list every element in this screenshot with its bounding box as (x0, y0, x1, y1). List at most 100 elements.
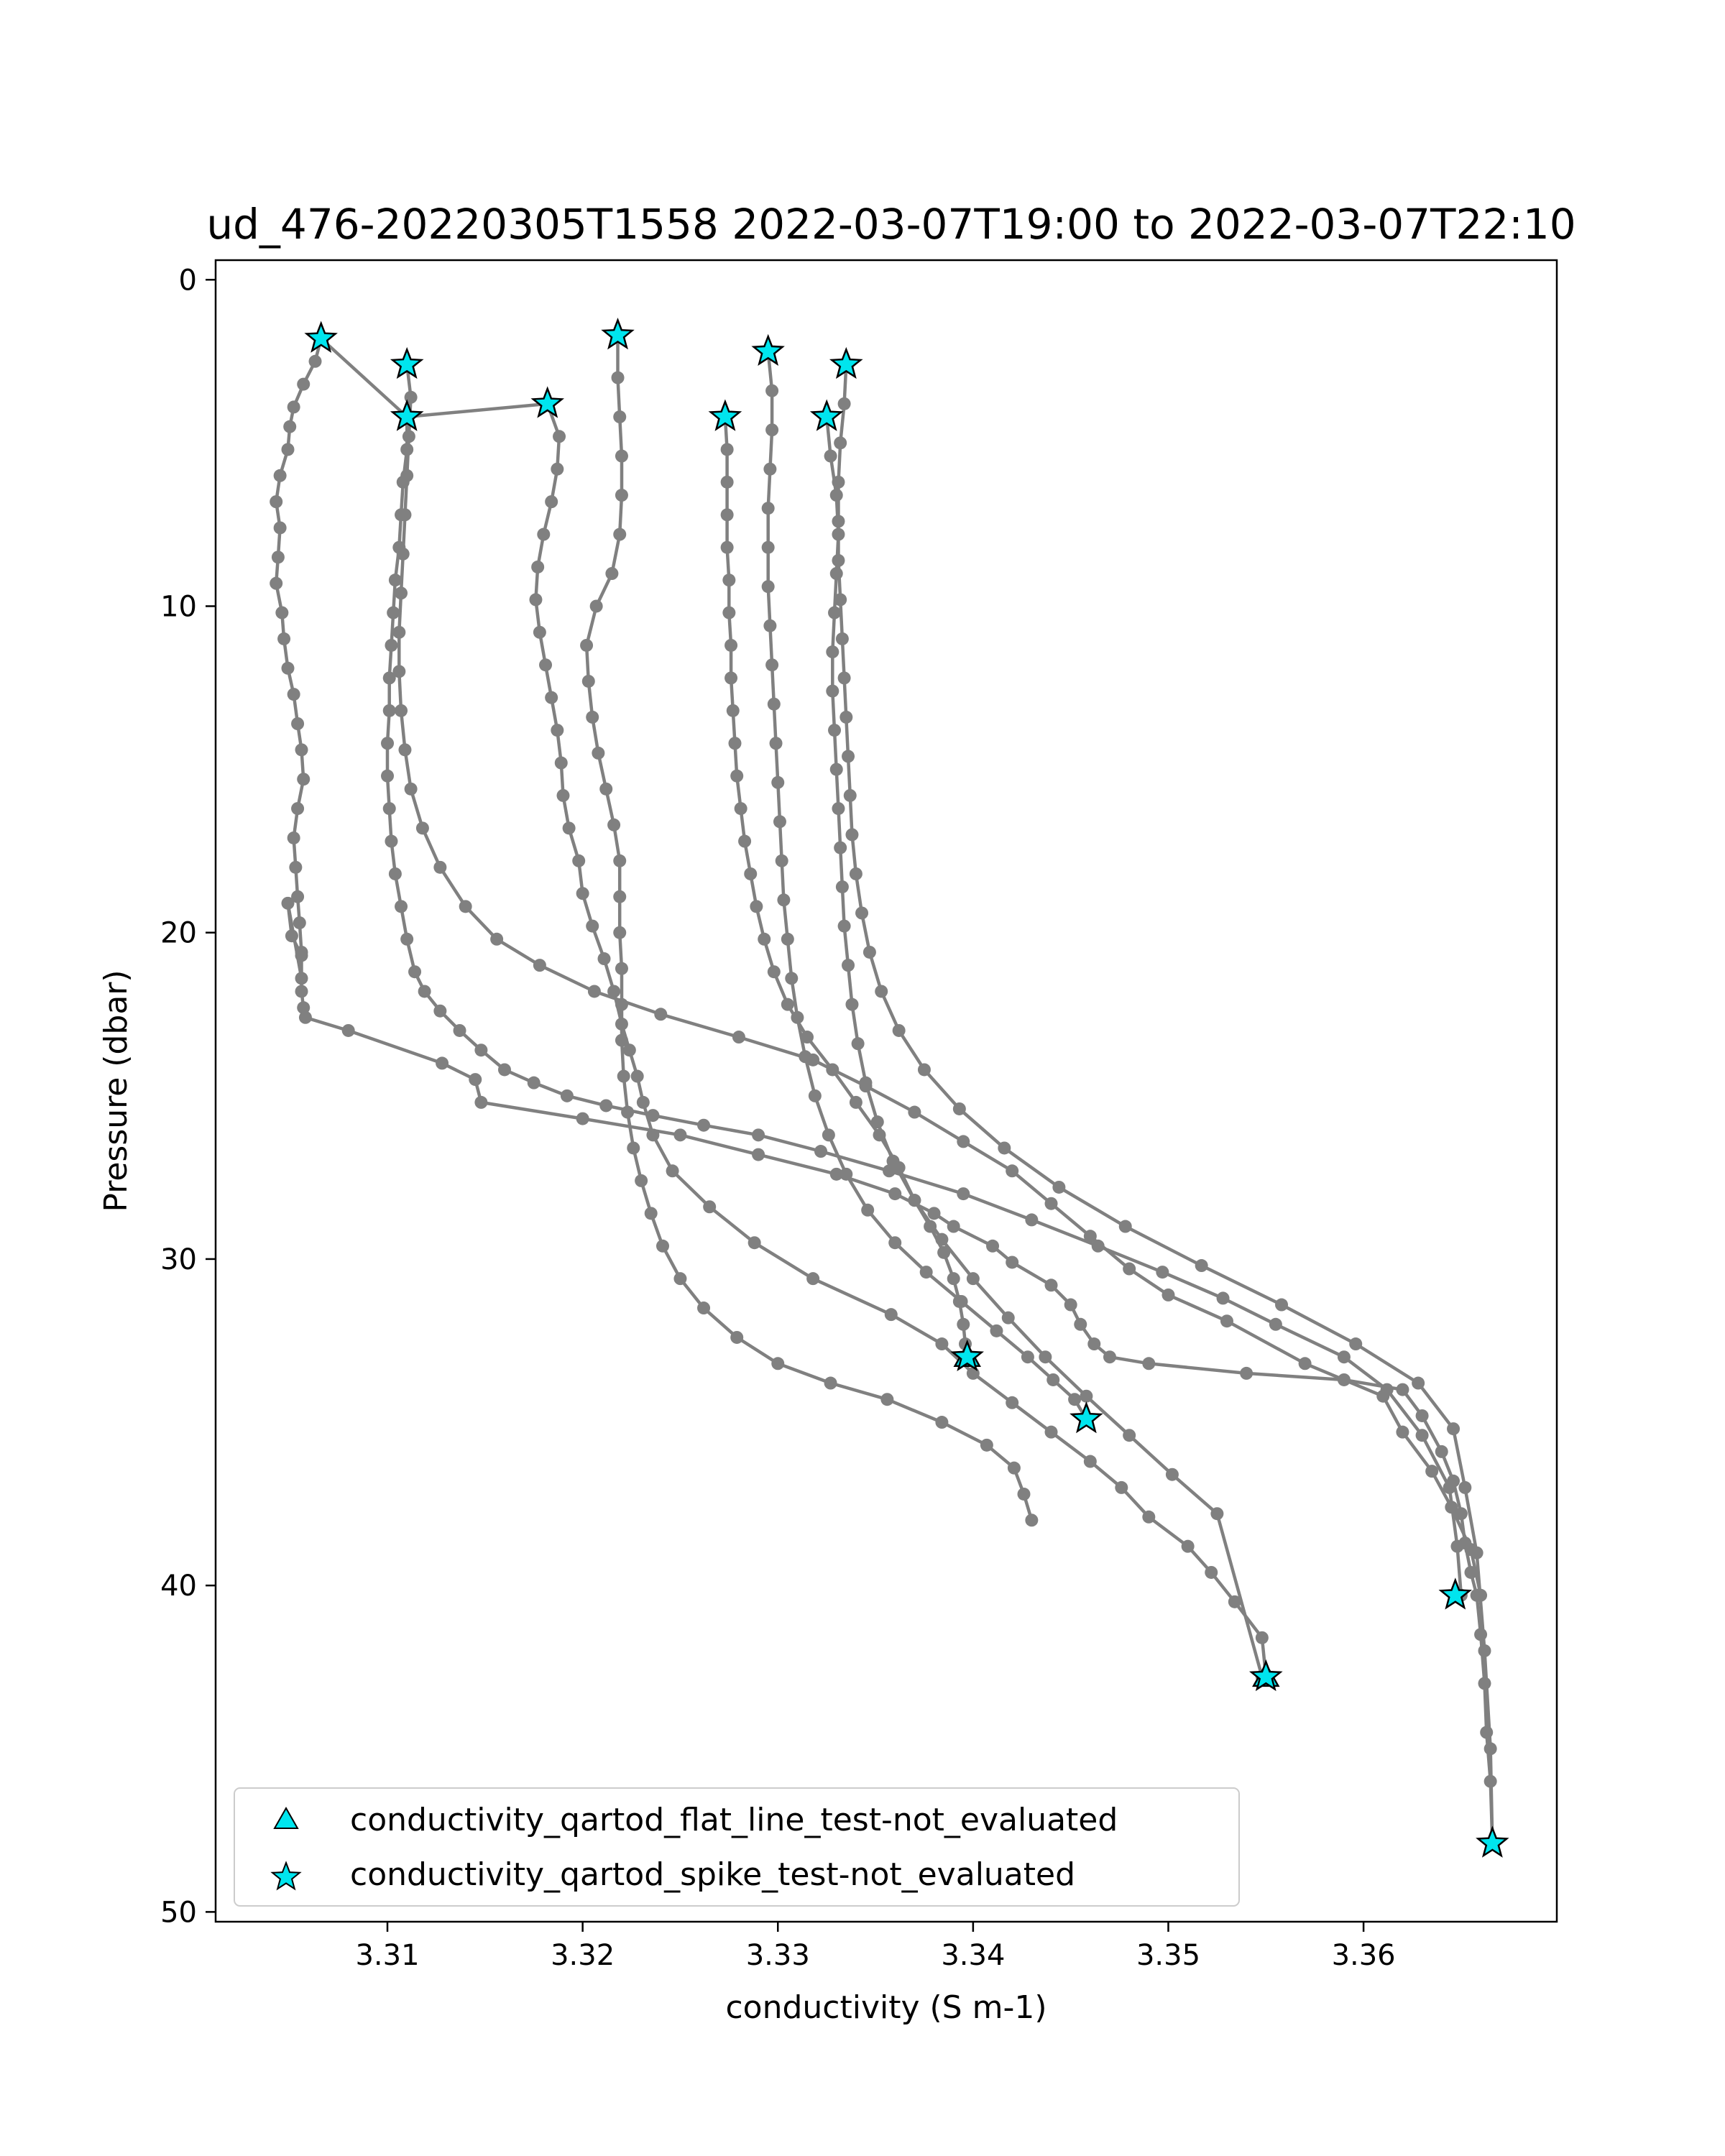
spike-flag-marker (390, 346, 424, 379)
profile-point (832, 475, 845, 489)
profile-point (832, 802, 845, 816)
profile-point (1458, 1480, 1472, 1494)
profile-point (273, 469, 287, 482)
profile-point (886, 1154, 900, 1168)
profile-point (1205, 1565, 1218, 1579)
spike-flag-marker (1070, 1401, 1103, 1434)
x-axis-title: conductivity (S m-1) (725, 1989, 1046, 2026)
profile-point (673, 1272, 687, 1286)
profile-point (765, 658, 779, 672)
profile-point (1470, 1546, 1484, 1560)
profile-point (1001, 1311, 1015, 1325)
profile-point (1025, 1213, 1039, 1227)
profile-point (285, 929, 298, 943)
profile-point (785, 972, 799, 985)
profile-point (738, 834, 752, 848)
profile-point (828, 606, 842, 619)
profile-point (1115, 1480, 1128, 1494)
profile-point (1156, 1266, 1169, 1279)
profile-point (1080, 1389, 1093, 1403)
profile-point (808, 1089, 822, 1102)
spike-flag-marker (950, 1339, 984, 1372)
profile-point (605, 567, 619, 581)
profile-point (587, 985, 601, 998)
profile-point (295, 972, 308, 985)
profile-point (613, 854, 627, 867)
profile-point (1103, 1350, 1116, 1364)
profile-point (277, 632, 291, 645)
profile-point (765, 384, 779, 397)
profile-point (1142, 1510, 1156, 1524)
profile-point (824, 449, 837, 463)
profile-point (1484, 1742, 1497, 1756)
profile-point (287, 688, 300, 701)
profile-point (388, 573, 402, 587)
y-tick-label: 50 (160, 1896, 197, 1929)
plot-frame (214, 259, 1558, 1923)
profile-point (1396, 1425, 1409, 1439)
profile-point (1025, 1514, 1039, 1527)
profile-point (1435, 1445, 1448, 1458)
profile-point (908, 1194, 921, 1207)
profile-point (395, 586, 408, 600)
x-tick-label: 3.31 (355, 1939, 419, 1972)
spike-flag-marker (390, 399, 424, 431)
profile-point (840, 710, 853, 724)
profile-point (728, 737, 742, 750)
profile-point (281, 443, 295, 456)
profile-point (888, 1236, 902, 1250)
profile-point (597, 952, 611, 966)
profile-point (556, 788, 570, 802)
profile-point (474, 1044, 488, 1057)
profile-point (824, 1376, 837, 1390)
spike-flag-marker (751, 333, 785, 367)
profile-point (270, 576, 283, 590)
profile-point (539, 658, 553, 672)
profile-point (1123, 1429, 1136, 1442)
profile-point (396, 547, 410, 561)
profile-point (720, 540, 734, 554)
profile-point (271, 550, 285, 564)
x-tick-label: 3.32 (551, 1939, 615, 1972)
profile-point (703, 1200, 717, 1214)
profile-point (870, 1115, 884, 1129)
profile-point (998, 1141, 1011, 1155)
profile-point (1118, 1220, 1132, 1233)
profile-point (859, 1076, 873, 1089)
profile-point (986, 1239, 1000, 1253)
profile-point (834, 593, 847, 607)
legend-label-spike: conductivity_qartod_spike_test-not_evalu… (350, 1856, 1075, 1893)
profile-point (382, 671, 396, 685)
profile-point (572, 854, 586, 867)
marker-layer (304, 318, 1509, 1858)
profile-point (459, 900, 472, 913)
profile-point (1046, 1373, 1060, 1386)
profile-point (644, 1207, 658, 1220)
profile-point (954, 1294, 968, 1308)
profile-point (917, 1063, 931, 1077)
profile-point (613, 890, 627, 903)
profile-point (835, 880, 849, 894)
profile-point (1064, 1298, 1077, 1312)
profile-point (1216, 1291, 1230, 1305)
profile-point (935, 1233, 949, 1246)
profile-point (826, 684, 840, 698)
profile-point (732, 1031, 745, 1044)
profile-point (1007, 1461, 1021, 1475)
profile-point (615, 962, 628, 975)
profile-point (763, 462, 777, 476)
profile-point (834, 841, 847, 854)
profile-point (627, 1141, 640, 1155)
profile-point (730, 1330, 744, 1344)
profile-point (388, 867, 402, 880)
legend-box (234, 1787, 1240, 1907)
profile-point (750, 900, 763, 913)
x-axis: 3.31 3.32 3.33 3.34 3.35 3.36 (355, 1922, 1396, 1972)
profile-point (553, 430, 566, 443)
x-tick-label: 3.36 (1332, 1939, 1396, 1972)
profile-point (765, 423, 779, 437)
profile-point (799, 1050, 812, 1064)
profile-point (673, 1128, 687, 1142)
profile-point (822, 1128, 835, 1142)
